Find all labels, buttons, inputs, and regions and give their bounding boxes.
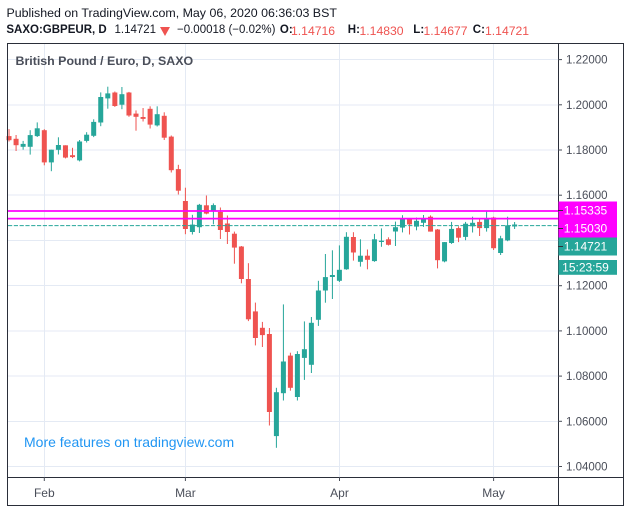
svg-text:1.06000: 1.06000 <box>566 416 608 428</box>
svg-text:More features on tradingview.c: More features on tradingview.com <box>24 434 234 450</box>
svg-text:15:23:59: 15:23:59 <box>562 261 609 275</box>
svg-text:1.22000: 1.22000 <box>566 55 608 67</box>
svg-text:1.04000: 1.04000 <box>566 462 608 474</box>
svg-text:Apr: Apr <box>330 486 349 500</box>
svg-text:1.15030: 1.15030 <box>564 222 608 236</box>
svg-text:1.18000: 1.18000 <box>566 145 608 157</box>
svg-text:1.15335: 1.15335 <box>564 204 608 218</box>
svg-text:1.12000: 1.12000 <box>566 281 608 293</box>
svg-text:1.14721: 1.14721 <box>564 240 608 254</box>
svg-text:Feb: Feb <box>34 486 55 500</box>
svg-text:Mar: Mar <box>175 486 196 500</box>
svg-text:1.08000: 1.08000 <box>566 371 608 383</box>
svg-text:1.10000: 1.10000 <box>566 326 608 338</box>
svg-text:British Pound / Euro, D, SAXO: British Pound / Euro, D, SAXO <box>16 54 194 68</box>
svg-text:May: May <box>482 486 505 500</box>
svg-text:1.16000: 1.16000 <box>566 190 608 202</box>
svg-text:1.20000: 1.20000 <box>566 100 608 112</box>
